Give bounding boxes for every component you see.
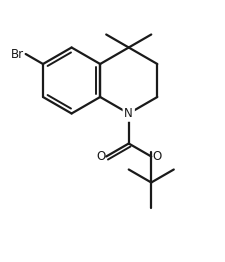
Text: N: N	[124, 107, 133, 120]
Text: O: O	[96, 150, 105, 163]
Text: Br: Br	[11, 47, 24, 61]
Text: O: O	[152, 150, 161, 163]
